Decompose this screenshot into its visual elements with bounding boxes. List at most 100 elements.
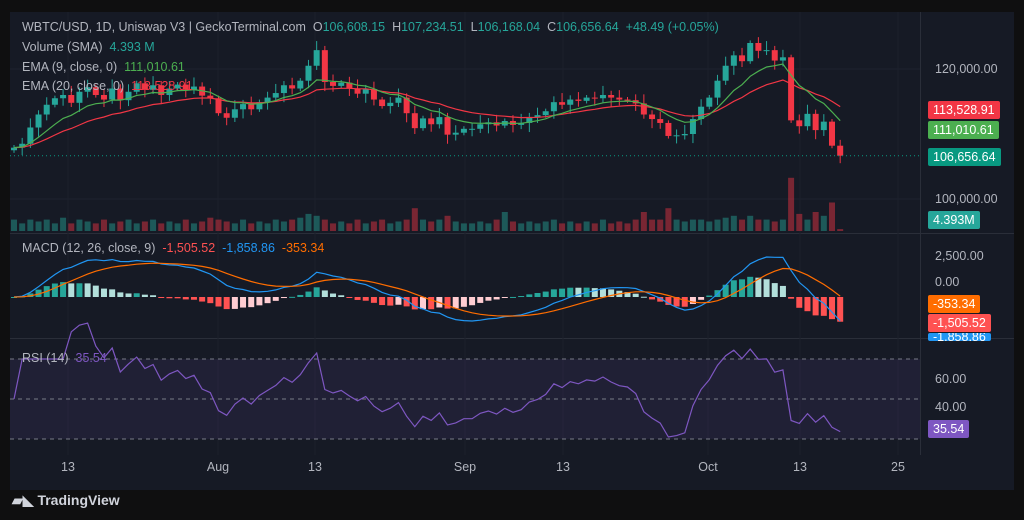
macd-histogram-bar (526, 294, 533, 297)
candle-body (640, 103, 647, 115)
volume-bar (150, 219, 157, 231)
volume-bar (411, 208, 418, 231)
volume-bar (68, 223, 75, 231)
candle-body (550, 102, 557, 112)
volume-bar (92, 223, 99, 231)
candle-body (231, 109, 238, 118)
macd-legend-label: MACD (12, 26, close, 9) (22, 241, 156, 255)
rsi-legend[interactable]: RSI (14) 35.54 (22, 351, 107, 365)
candle-body (444, 117, 451, 135)
volume-bar (27, 219, 34, 231)
macd-histogram-bar (788, 297, 795, 299)
macd-histogram-bar (182, 297, 189, 300)
candle-body (43, 104, 50, 115)
candle-body (158, 85, 165, 95)
macd-histogram-bar (460, 297, 467, 307)
candle-body (559, 102, 566, 105)
macd-histogram-bar (370, 297, 377, 303)
volume-bar (19, 223, 26, 231)
volume-bar (272, 219, 279, 231)
macd-histogram-bar (444, 297, 451, 309)
macd-histogram-bar (665, 297, 672, 305)
volume-legend-label: Volume (SMA) (22, 40, 103, 54)
candle-body (804, 113, 811, 127)
volume-bar (698, 219, 705, 231)
signal-line (13, 262, 841, 317)
candle-body (92, 87, 99, 95)
macd-histogram-bar (640, 296, 647, 298)
ema9-legend[interactable]: EMA (9, close, 0) 111,010.61 (22, 60, 185, 74)
tradingview-logo-icon: ▰◣ (12, 492, 38, 508)
macd-histogram-bar (256, 297, 263, 306)
macd-histogram-bar (125, 293, 132, 297)
volume-bar (575, 223, 582, 231)
volume-bar (76, 219, 83, 231)
volume-bar (665, 208, 672, 231)
macd-histogram-bar (338, 295, 345, 297)
volume-legend[interactable]: Volume (SMA) 4.393 M (22, 40, 155, 54)
macd-histogram-bar (608, 289, 615, 297)
chart-canvas[interactable] (10, 12, 1014, 490)
macd-histogram-bar (771, 283, 778, 297)
macd-histogram-bar (493, 297, 500, 300)
volume-bar (739, 219, 746, 231)
macd-histogram-bar (346, 297, 353, 298)
candle-body (338, 82, 345, 86)
macd-histogram-bar (174, 297, 181, 299)
change-value: +48.49 (+0.05%) (625, 20, 719, 34)
ema20-legend-value: 113,528.91 (131, 79, 193, 93)
macd-histogram-bar (550, 289, 557, 297)
candle-body (379, 99, 386, 107)
volume-bar (240, 219, 247, 231)
macd-histogram-bar (68, 283, 75, 297)
volume-bar (100, 219, 107, 231)
macd-histogram-bar (698, 297, 705, 300)
candle-body (395, 97, 402, 103)
volume-bar (673, 219, 680, 231)
macd-histogram-bar (215, 297, 222, 307)
candle-body (27, 127, 34, 144)
volume-bar (501, 212, 508, 231)
macd-histogram-bar (411, 297, 418, 310)
volume-bar (452, 221, 459, 231)
candle-body (763, 50, 770, 52)
volume-bar (599, 219, 606, 231)
candle-body (681, 134, 688, 136)
volume-bar (321, 219, 328, 231)
volume-bar (199, 221, 206, 231)
volume-bar (330, 223, 337, 231)
candle-body (665, 122, 672, 136)
candle-body (215, 98, 222, 114)
x-tick: 13 (793, 460, 807, 474)
volume-bar (297, 217, 304, 231)
volume-bar (280, 221, 287, 231)
ema20-legend[interactable]: EMA (20, close, 0) 113,528.91 (22, 79, 193, 93)
volume-bar (779, 219, 786, 231)
volume-bar (689, 219, 696, 231)
tradingview-logo[interactable]: ▰◣ TradingView (12, 492, 120, 509)
volume-bar (379, 219, 386, 231)
macd-histogram-bar (207, 297, 214, 304)
x-tick: Sep (453, 460, 477, 474)
volume-bar (829, 202, 835, 231)
volume-bar (542, 221, 549, 231)
macd-histogram-bar (829, 297, 835, 320)
volume-bar (812, 212, 819, 231)
macd-histogram-bar (297, 294, 304, 297)
branding-text: TradingView (37, 492, 120, 508)
candle-body (599, 95, 606, 99)
macd-legend[interactable]: MACD (12, 26, close, 9) -1,505.52 -1,858… (22, 241, 324, 255)
volume-bar (256, 221, 263, 231)
macd-histogram-bar (313, 287, 320, 297)
rsi-tick: 40.00 (935, 400, 967, 414)
candle-body (689, 119, 696, 134)
candle-body (411, 113, 418, 129)
candle-body (280, 85, 287, 94)
macd-histogram-bar (248, 297, 255, 308)
macd-histogram-bar (272, 297, 279, 301)
candle-body (575, 99, 582, 101)
candle-body (428, 118, 435, 125)
macd-histogram-bar (223, 297, 230, 310)
candle-body (452, 132, 459, 135)
chart-widget[interactable]: WBTC/USD, 1D, Uniswap V3 | GeckoTerminal… (10, 12, 1014, 490)
